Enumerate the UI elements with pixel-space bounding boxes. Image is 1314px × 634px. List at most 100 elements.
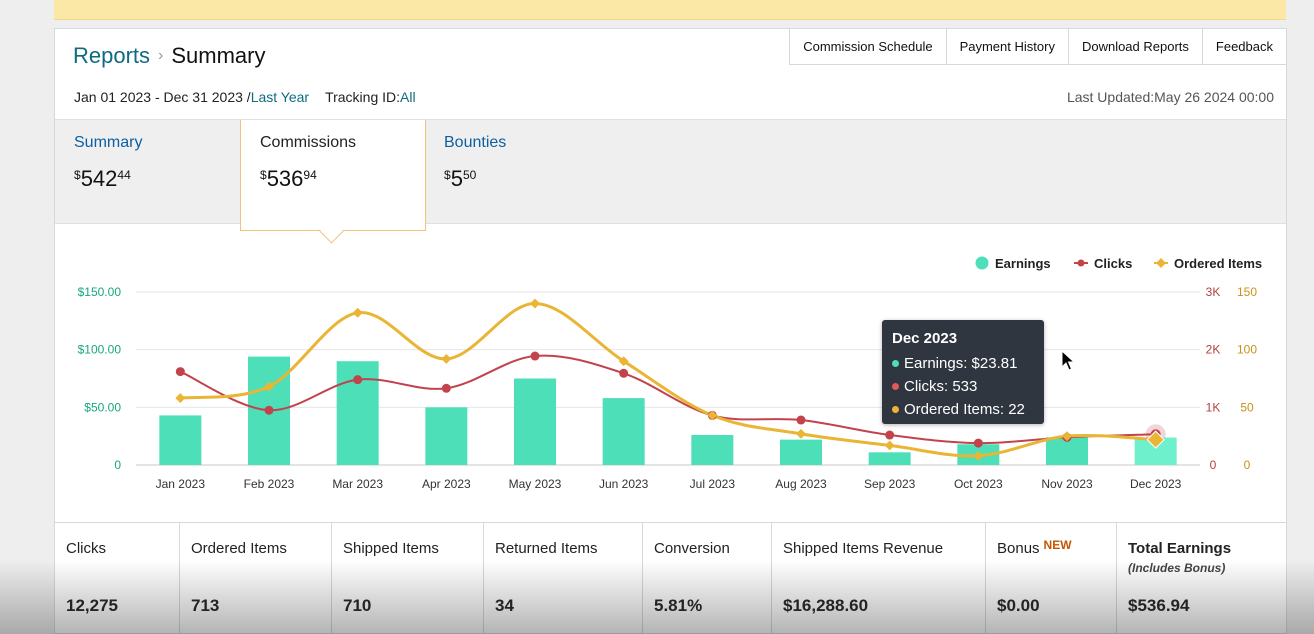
last-updated: Last Updated:May 26 2024 00:00: [1066, 89, 1274, 105]
tooltip-ordered: Ordered Items: 22: [892, 401, 1025, 418]
breadcrumb-separator: ›: [158, 47, 164, 64]
ordered-items-point: [352, 307, 363, 318]
kpi-conversion-label: Conversion: [654, 540, 730, 557]
chart-tooltip: Dec 2023 Earnings: $23.81 Clicks: 533 Or…: [882, 320, 1044, 424]
legend-earnings-label[interactable]: Earnings: [995, 256, 1051, 271]
report-meta: Jan 01 2023 - Dec 31 2023 / Last Year Tr…: [74, 89, 416, 105]
ordered-items-point: [884, 440, 895, 451]
y-right-items-tick: 100: [1237, 343, 1257, 357]
kpi-shipped-items-label: Shipped Items: [343, 540, 439, 557]
x-tick-label: Aug 2023: [775, 477, 827, 491]
tooltip-earnings: Earnings: $23.81: [892, 355, 1017, 372]
kpi-clicks-label: Clicks: [66, 540, 106, 557]
kpi-summary-row: Clicks 12,275 Ordered Items 713 Shipped …: [55, 522, 1286, 633]
ordered-items-point: [618, 356, 629, 367]
legend-ordered-label[interactable]: Ordered Items: [1174, 256, 1262, 271]
kpi-ordered-items-value: 713: [191, 596, 220, 615]
y-right-clicks-tick: 0: [1210, 458, 1217, 472]
x-tick-label: Dec 2023: [1130, 477, 1182, 491]
commission-schedule-button[interactable]: Commission Schedule: [789, 29, 946, 65]
x-tick-label: May 2023: [509, 477, 562, 491]
x-tick-label: Sep 2023: [864, 477, 916, 491]
tab-summary[interactable]: Summary $54244: [55, 120, 240, 223]
tracking-id-link[interactable]: All: [400, 89, 416, 105]
notification-banner: [54, 0, 1286, 20]
ordered-items-point: [796, 428, 806, 439]
kpi-total-earnings: Total Earnings (Includes Bonus) $536.94: [1117, 523, 1286, 633]
earnings-bar: [159, 415, 202, 465]
earnings-bar: [425, 407, 468, 465]
x-tick-label: Mar 2023: [332, 477, 383, 491]
kpi-shipped-revenue-value: $16,288.60: [783, 596, 869, 615]
clicks-point: [264, 405, 274, 415]
earnings-bar: [514, 378, 556, 465]
earnings-bar: [1046, 437, 1088, 465]
kpi-shipped-revenue: Shipped Items Revenue $16,288.60: [772, 523, 986, 633]
x-tick-label: Jun 2023: [599, 477, 649, 491]
y-right-clicks-tick: 2K: [1206, 343, 1221, 357]
clicks-point: [175, 367, 185, 377]
clicks-point: [796, 415, 806, 425]
y-right-clicks-tick: 1K: [1206, 400, 1221, 414]
y-right-items-tick: 150: [1237, 285, 1257, 299]
legend-earnings-icon: [975, 256, 989, 270]
legend-clicks-label[interactable]: Clicks: [1094, 256, 1132, 271]
reports-panel: Reports › Summary Commission Schedule Pa…: [54, 28, 1287, 634]
earnings-chart: 0 0 0 $50.00 1K 50 $100.00 2K 100 $150.00 3K 150 Jan…: [55, 225, 1286, 521]
kpi-returned-items-value: 34: [495, 596, 514, 615]
feedback-button[interactable]: Feedback: [1201, 29, 1286, 65]
tab-commissions-label: Commissions: [260, 134, 357, 151]
clicks-point: [441, 383, 451, 393]
top-nav: Commission Schedule Payment History Down…: [789, 29, 1286, 65]
ordered-items-point: [1062, 431, 1072, 442]
kpi-clicks-value: 12,275: [66, 596, 118, 615]
x-tick-label: Jan 2023: [156, 477, 206, 491]
kpi-returned-items: Returned Items 34: [484, 523, 643, 633]
legend-ordered-icon: [1156, 258, 1166, 268]
ordered-items-point: [707, 410, 718, 421]
y-right-clicks-tick: 3K: [1206, 285, 1221, 299]
ordered-items-point: [530, 298, 540, 309]
kpi-bonus-label: Bonus NEW: [997, 538, 1072, 557]
breadcrumb-reports-link[interactable]: Reports: [73, 43, 151, 68]
clicks-line: [179, 354, 1156, 445]
kpi-conversion-value: 5.81%: [654, 596, 703, 615]
chart-legend: Earnings Clicks Ordered Items: [975, 256, 1262, 271]
y-right-items-tick: 0: [1244, 458, 1251, 472]
tooltip-clicks: Clicks: 533: [892, 378, 977, 395]
clicks-point: [619, 368, 629, 378]
clicks-point: [353, 375, 363, 385]
payment-history-button[interactable]: Payment History: [945, 29, 1068, 65]
kpi-clicks: Clicks 12,275: [55, 523, 180, 633]
y-right-items-tick: 50: [1240, 400, 1254, 414]
new-badge: NEW: [1043, 538, 1072, 552]
tab-bounties-label: Bounties: [444, 134, 507, 151]
y-left-tick: $100.00: [78, 343, 122, 357]
kpi-shipped-items: Shipped Items 710: [332, 523, 484, 633]
tab-bounties[interactable]: Bounties $550: [425, 120, 610, 223]
kpi-ordered-items-label: Ordered Items: [191, 540, 287, 557]
tab-commissions[interactable]: Commissions $53694: [240, 120, 426, 244]
y-left-tick: $50.00: [84, 400, 121, 414]
date-range-link[interactable]: Last Year: [250, 89, 310, 105]
kpi-total-earnings-value: $536.94: [1128, 596, 1190, 615]
y-left-tick: 0: [114, 458, 121, 472]
clicks-point: [885, 430, 895, 440]
ordered-items-point: [1146, 430, 1165, 449]
ordered-items-point: [441, 353, 452, 364]
download-reports-button[interactable]: Download Reports: [1067, 29, 1202, 65]
tab-summary-amount: $54244: [74, 166, 131, 191]
earnings-bar: [602, 398, 645, 465]
kpi-shipped-items-value: 710: [343, 596, 372, 615]
kpi-conversion: Conversion 5.81%: [643, 523, 772, 633]
x-tick-label: Apr 2023: [422, 477, 471, 491]
tab-bounties-amount: $550: [444, 166, 477, 191]
summary-tabs: Summary $54244 Commissions $53694 Bounti…: [55, 119, 1286, 244]
date-range: Jan 01 2023 - Dec 31 2023 /: [74, 89, 251, 105]
earnings-bar: [780, 439, 822, 465]
tracking-id-label: Tracking ID:: [325, 89, 401, 105]
earnings-bar: [691, 435, 734, 465]
tab-summary-label: Summary: [74, 134, 143, 151]
kpi-shipped-revenue-label: Shipped Items Revenue: [783, 540, 944, 557]
kpi-bonus: Bonus NEW $0.00: [986, 523, 1117, 633]
